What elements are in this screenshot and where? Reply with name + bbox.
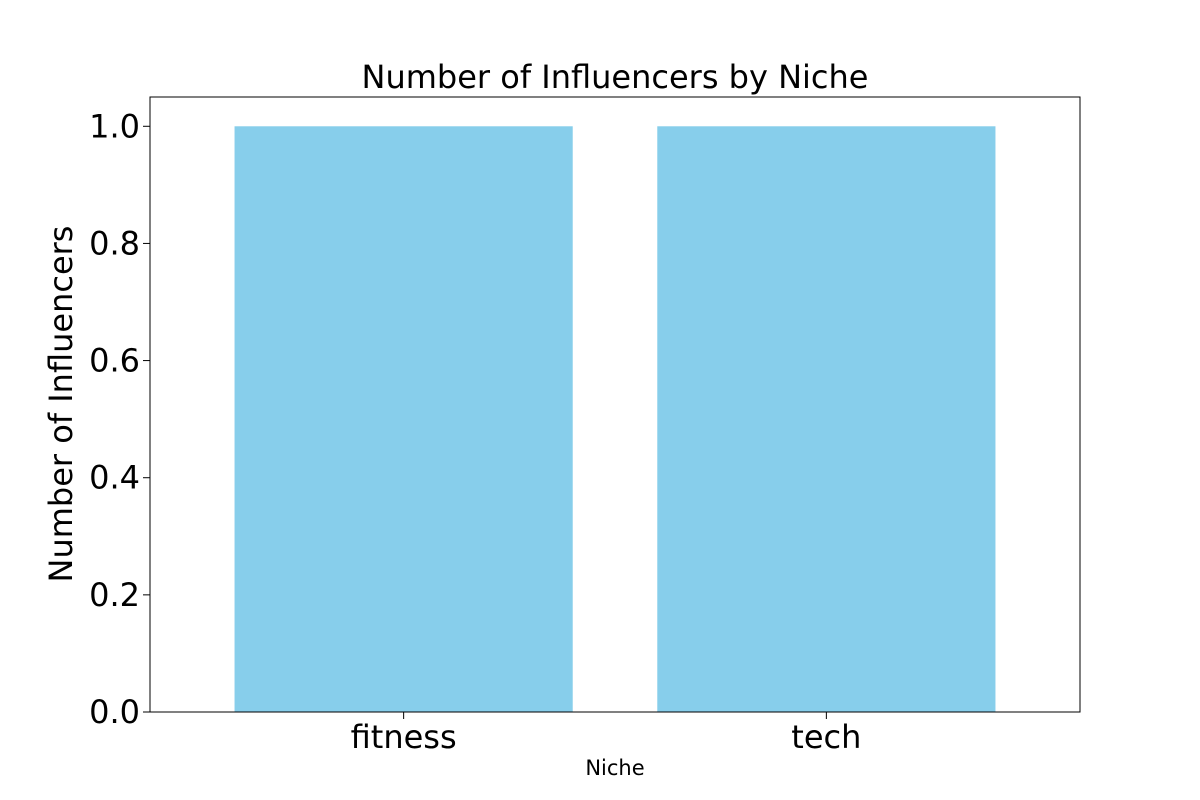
x-ticks: fitness tech <box>351 712 861 756</box>
y-axis-label: Number of Influencers <box>42 226 80 583</box>
y-tick-label: 0.0 <box>89 693 140 731</box>
y-tick-label: 0.2 <box>89 576 140 614</box>
x-axis-label: Niche <box>585 756 644 780</box>
y-tick-label: 0.4 <box>89 459 140 497</box>
bar-fitness <box>234 126 573 713</box>
y-ticks: 0.0 0.2 0.4 0.6 0.8 1.0 <box>89 107 150 731</box>
chart-title: Number of Influencers by Niche <box>362 58 869 96</box>
y-tick-label: 0.8 <box>89 224 140 262</box>
plot-frame <box>149 96 1081 713</box>
bars-group <box>234 126 996 713</box>
y-tick-label: 0.6 <box>89 342 140 380</box>
bar-tech <box>657 126 996 713</box>
y-tick-label: 1.0 <box>89 107 140 145</box>
x-tick-label: fitness <box>351 718 457 756</box>
x-tick-label: tech <box>791 718 861 756</box>
